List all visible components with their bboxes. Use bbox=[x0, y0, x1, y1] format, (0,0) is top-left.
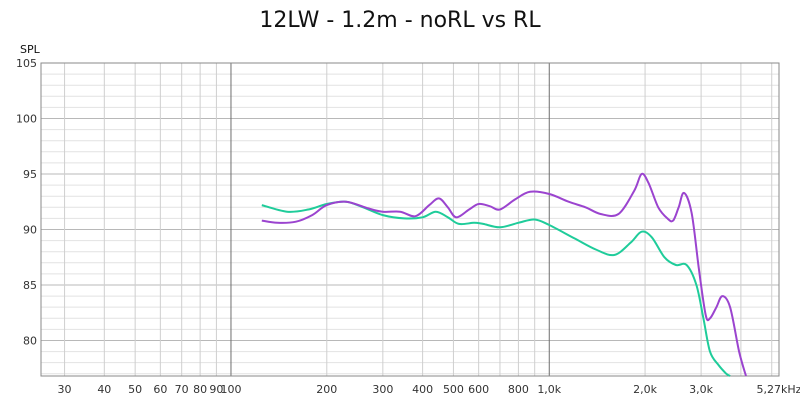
series-line-1 bbox=[261, 200, 731, 377]
x-tick-label: 400 bbox=[412, 383, 433, 396]
chart-title: 12LW - 1.2m - noRL vs RL bbox=[259, 8, 541, 33]
x-tick-label: 70 bbox=[175, 383, 189, 396]
grid bbox=[41, 62, 779, 376]
x-tick-label: 30 bbox=[58, 383, 72, 396]
x-tick-label: 500 bbox=[443, 383, 464, 396]
y-tick-labels: 80 85 90 95 100 105 bbox=[16, 57, 37, 347]
x-tick-label: 80 bbox=[193, 383, 207, 396]
y-tick-label: 90 bbox=[23, 223, 37, 236]
y-axis-label: SPL bbox=[20, 43, 41, 56]
x-tick-label: 3,0k bbox=[689, 383, 713, 396]
y-tick-label: 85 bbox=[23, 279, 37, 292]
x-tick-label: 90 bbox=[209, 383, 223, 396]
series-line-2 bbox=[261, 172, 747, 377]
y-tick-label: 100 bbox=[16, 112, 37, 125]
x-tick-label: 200 bbox=[316, 383, 337, 396]
plot-border bbox=[40, 62, 780, 377]
y-tick-label: 105 bbox=[16, 57, 37, 70]
x-tick-label: 100 bbox=[220, 383, 241, 396]
x-tick-label: 5,27kHz bbox=[757, 383, 800, 396]
y-tick-label: 80 bbox=[23, 334, 37, 347]
plot-frame bbox=[40, 62, 780, 377]
x-tick-label: 300 bbox=[372, 383, 393, 396]
y-tick-label: 95 bbox=[23, 168, 37, 181]
x-tick-label: 600 bbox=[468, 383, 489, 396]
x-tick-label: 60 bbox=[153, 383, 167, 396]
series-group bbox=[261, 172, 747, 377]
x-tick-label: 800 bbox=[508, 383, 529, 396]
x-tick-label: 50 bbox=[128, 383, 142, 396]
x-tick-label: 2,0k bbox=[633, 383, 657, 396]
x-tick-label: 1,0k bbox=[537, 383, 561, 396]
x-tick-label: 40 bbox=[97, 383, 111, 396]
